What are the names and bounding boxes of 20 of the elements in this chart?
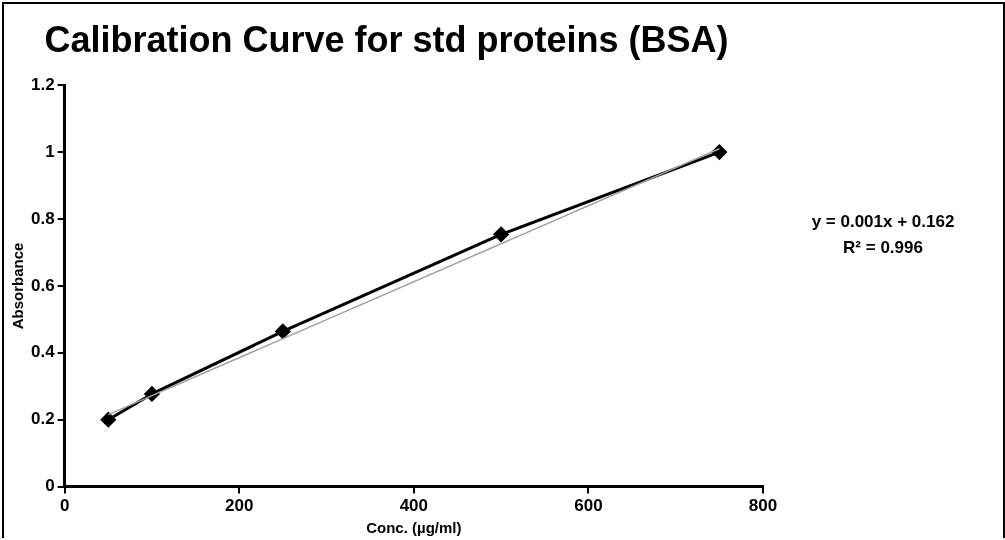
y-tick-label: 0.8	[30, 208, 55, 228]
point	[100, 412, 116, 428]
x-tick-label: 800	[748, 496, 778, 516]
point	[275, 323, 291, 339]
x-tick-label: 400	[399, 496, 428, 516]
y-tick-label: 0.2	[30, 409, 55, 429]
y-tick-label: 1	[45, 141, 55, 161]
y-tick-label: 0.6	[30, 275, 55, 295]
chart-title: Calibration Curve for std proteins (BSA)	[44, 18, 729, 60]
x-tick-label: 200	[225, 496, 254, 516]
text: y = 0.001x + 0.162	[811, 212, 955, 231]
y-tick-label: 1.2	[30, 74, 55, 94]
point	[493, 226, 509, 242]
text: R² = 0.996	[843, 238, 923, 257]
y-axis-title: Absorbance	[9, 242, 27, 330]
y-tick-label: 0.4	[30, 342, 56, 362]
x-tick-label: 0	[59, 496, 70, 516]
x-tick-label: 600	[574, 496, 603, 516]
y-tick-label: 0	[45, 476, 55, 496]
x-axis-title: Conc. (µg/ml)	[366, 519, 462, 537]
